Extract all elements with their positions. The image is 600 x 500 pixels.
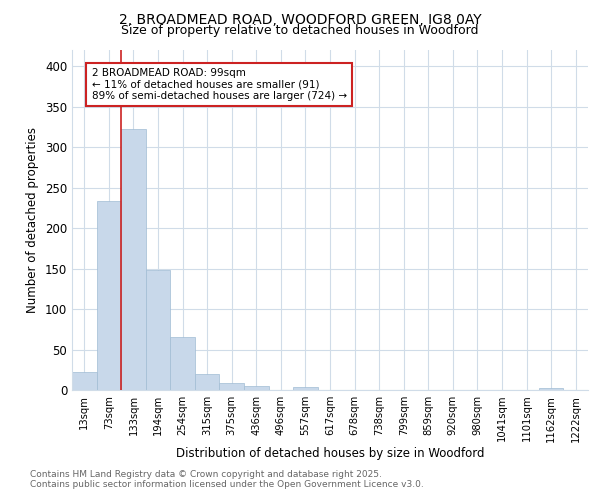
Bar xyxy=(170,338,195,390)
Bar xyxy=(97,202,121,390)
Bar xyxy=(539,388,563,390)
Bar xyxy=(220,382,244,390)
Bar xyxy=(146,270,170,390)
Text: Contains HM Land Registry data © Crown copyright and database right 2025.: Contains HM Land Registry data © Crown c… xyxy=(30,470,382,479)
Text: 2 BROADMEAD ROAD: 99sqm
← 11% of detached houses are smaller (91)
89% of semi-de: 2 BROADMEAD ROAD: 99sqm ← 11% of detache… xyxy=(92,68,347,101)
Bar xyxy=(195,374,220,390)
Y-axis label: Number of detached properties: Number of detached properties xyxy=(26,127,40,313)
Text: Size of property relative to detached houses in Woodford: Size of property relative to detached ho… xyxy=(121,24,479,37)
Bar xyxy=(244,386,269,390)
Text: 2, BROADMEAD ROAD, WOODFORD GREEN, IG8 0AY: 2, BROADMEAD ROAD, WOODFORD GREEN, IG8 0… xyxy=(119,12,481,26)
Text: Contains public sector information licensed under the Open Government Licence v3: Contains public sector information licen… xyxy=(30,480,424,489)
Bar xyxy=(293,387,318,390)
X-axis label: Distribution of detached houses by size in Woodford: Distribution of detached houses by size … xyxy=(176,447,484,460)
Bar xyxy=(72,372,97,390)
Bar xyxy=(121,128,146,390)
